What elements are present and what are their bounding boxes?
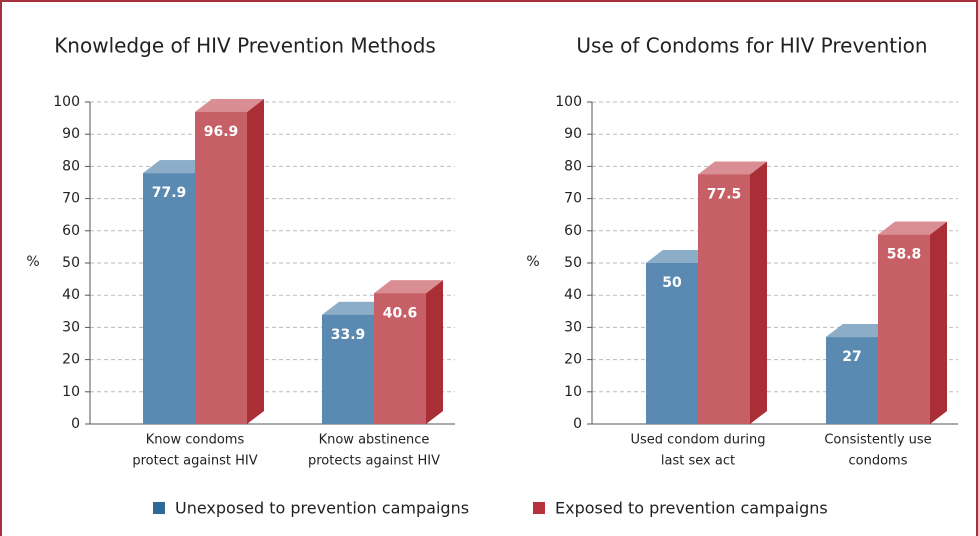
y-tick-label: 20 [564, 352, 582, 368]
bar [878, 221, 947, 424]
x-tick-label: protects against HIV [308, 454, 440, 469]
value-label: 27 [842, 349, 861, 365]
y-axis-label: % [526, 254, 539, 270]
y-tick-label: 50 [62, 255, 80, 271]
bar-face [195, 111, 247, 425]
bar-face [698, 174, 750, 424]
y-tick-label: 0 [573, 416, 582, 432]
bar-face [143, 160, 212, 174]
bar-face [878, 234, 930, 424]
y-tick-label: 80 [62, 158, 80, 174]
legend-swatch [533, 502, 545, 514]
x-tick-label: Know abstinence [319, 433, 430, 448]
bar [374, 280, 443, 424]
legend-label: Unexposed to prevention campaigns [175, 499, 469, 518]
bar-face [878, 234, 930, 424]
y-tick-label: 0 [71, 416, 80, 432]
y-axis-label: % [26, 254, 39, 270]
bar-face [698, 161, 767, 175]
bar-face [930, 221, 947, 424]
bar-face [247, 98, 264, 425]
bar-face [878, 221, 947, 235]
value-label: 40.6 [383, 305, 418, 321]
bar-face [195, 98, 264, 112]
bar-face [143, 173, 195, 424]
legend-swatch [153, 502, 165, 514]
value-label: 77.5 [707, 186, 742, 202]
bar-face [322, 314, 374, 424]
bar-face [374, 293, 426, 424]
y-tick-label: 90 [62, 126, 80, 142]
y-tick-label: 20 [62, 352, 80, 368]
x-tick-label: protect against HIV [132, 454, 257, 469]
bar-face [698, 174, 750, 424]
x-tick-label: condoms [849, 454, 908, 469]
chart-title: Use of Condoms for HIV Prevention [576, 34, 927, 58]
y-tick-label: 40 [62, 287, 80, 303]
y-tick-label: 30 [564, 319, 582, 335]
x-tick-label: Used condom during [631, 433, 766, 448]
bar-face [322, 301, 391, 315]
bar-face [374, 293, 426, 424]
bar-face [826, 337, 878, 424]
y-tick-label: 60 [62, 223, 80, 239]
bar-face [930, 221, 947, 424]
value-label: 33.9 [331, 327, 366, 343]
x-tick-label: last sex act [661, 454, 735, 469]
value-label: 50 [662, 275, 682, 291]
bar-face [646, 250, 715, 263]
bar-face [826, 337, 878, 424]
bar-face [750, 161, 767, 424]
y-tick-label: 10 [62, 384, 80, 400]
value-label: 77.9 [152, 185, 187, 201]
chart-title: Knowledge of HIV Prevention Methods [54, 34, 436, 58]
x-tick-label: Know condoms [146, 433, 245, 448]
bar [698, 161, 767, 424]
bar-face [322, 301, 391, 315]
bar-face [426, 280, 443, 424]
y-tick-label: 90 [564, 126, 582, 142]
y-tick-label: 100 [53, 94, 80, 110]
x-tick-label: Consistently use [824, 433, 931, 448]
bar-face [374, 280, 443, 294]
legend-label: Exposed to prevention campaigns [555, 499, 828, 518]
y-tick-label: 10 [564, 384, 582, 400]
bar [322, 301, 391, 424]
bar-face [195, 111, 247, 425]
y-tick-label: 80 [564, 158, 582, 174]
bar-face [195, 98, 264, 112]
bar-face [322, 314, 374, 424]
bar-face [247, 98, 264, 425]
bar-face [646, 250, 715, 263]
y-tick-label: 70 [62, 191, 80, 207]
y-tick-label: 100 [555, 94, 582, 110]
bar-face [750, 161, 767, 424]
bar-face [646, 263, 698, 424]
bar-face [374, 280, 443, 294]
bar-face [143, 173, 195, 424]
y-tick-label: 70 [564, 191, 582, 207]
bar-face [646, 263, 698, 424]
bar-face [426, 280, 443, 424]
y-tick-label: 30 [62, 319, 80, 335]
bar-face [143, 160, 212, 174]
bar-face [826, 324, 895, 338]
value-label: 58.8 [887, 247, 922, 263]
value-label: 96.9 [204, 124, 239, 140]
bar [195, 98, 264, 425]
bar-face [878, 221, 947, 235]
y-tick-label: 40 [564, 287, 582, 303]
bar-face [698, 161, 767, 175]
bar-face [826, 324, 895, 338]
y-tick-label: 50 [564, 255, 582, 271]
y-tick-label: 60 [564, 223, 582, 239]
